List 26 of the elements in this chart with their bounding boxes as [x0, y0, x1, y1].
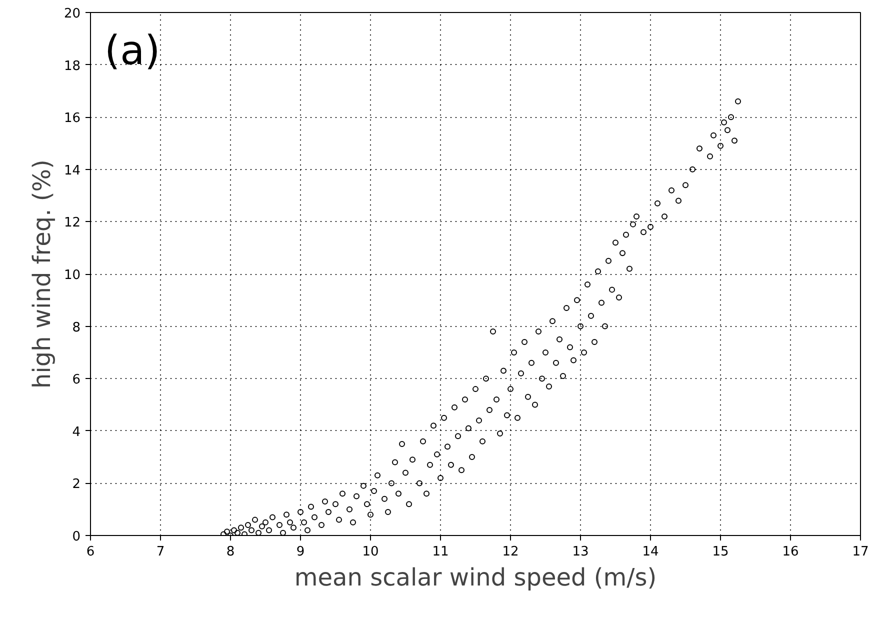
y-tick-label: 2 [72, 477, 81, 492]
y-tick-label: 14 [64, 163, 81, 178]
y-tick-label: 6 [72, 372, 81, 388]
x-axis-title: mean scalar wind speed (m/s) [294, 564, 657, 592]
x-tick-label: 14 [642, 544, 659, 560]
x-tick-label: 17 [852, 544, 869, 560]
annotation: (a) [104, 28, 160, 74]
x-tick-label: 10 [362, 544, 379, 560]
y-tick-label: 8 [72, 320, 81, 336]
x-tick-label: 6 [86, 544, 95, 560]
y-tick-label: 10 [64, 268, 81, 283]
y-tick-label: 0 [72, 530, 81, 544]
y-tick-label: 20 [64, 6, 81, 22]
x-tick-label: 9 [296, 544, 305, 560]
y-axis-title: high wind freq. (%) [28, 160, 56, 388]
y-tick-label: 4 [72, 424, 81, 440]
y-tick-label: 16 [64, 111, 81, 126]
x-tick-label: 8 [226, 544, 235, 560]
x-tick-label: 7 [156, 544, 165, 560]
y-tick-label: 18 [64, 58, 81, 74]
x-tick-label: 11 [432, 544, 449, 560]
x-tick-label: 15 [712, 544, 729, 560]
x-tick-label: 13 [572, 544, 589, 560]
y-tick-label: 12 [64, 216, 81, 231]
x-tick-label: 16 [782, 544, 799, 560]
x-tick-label: 12 [502, 544, 519, 560]
